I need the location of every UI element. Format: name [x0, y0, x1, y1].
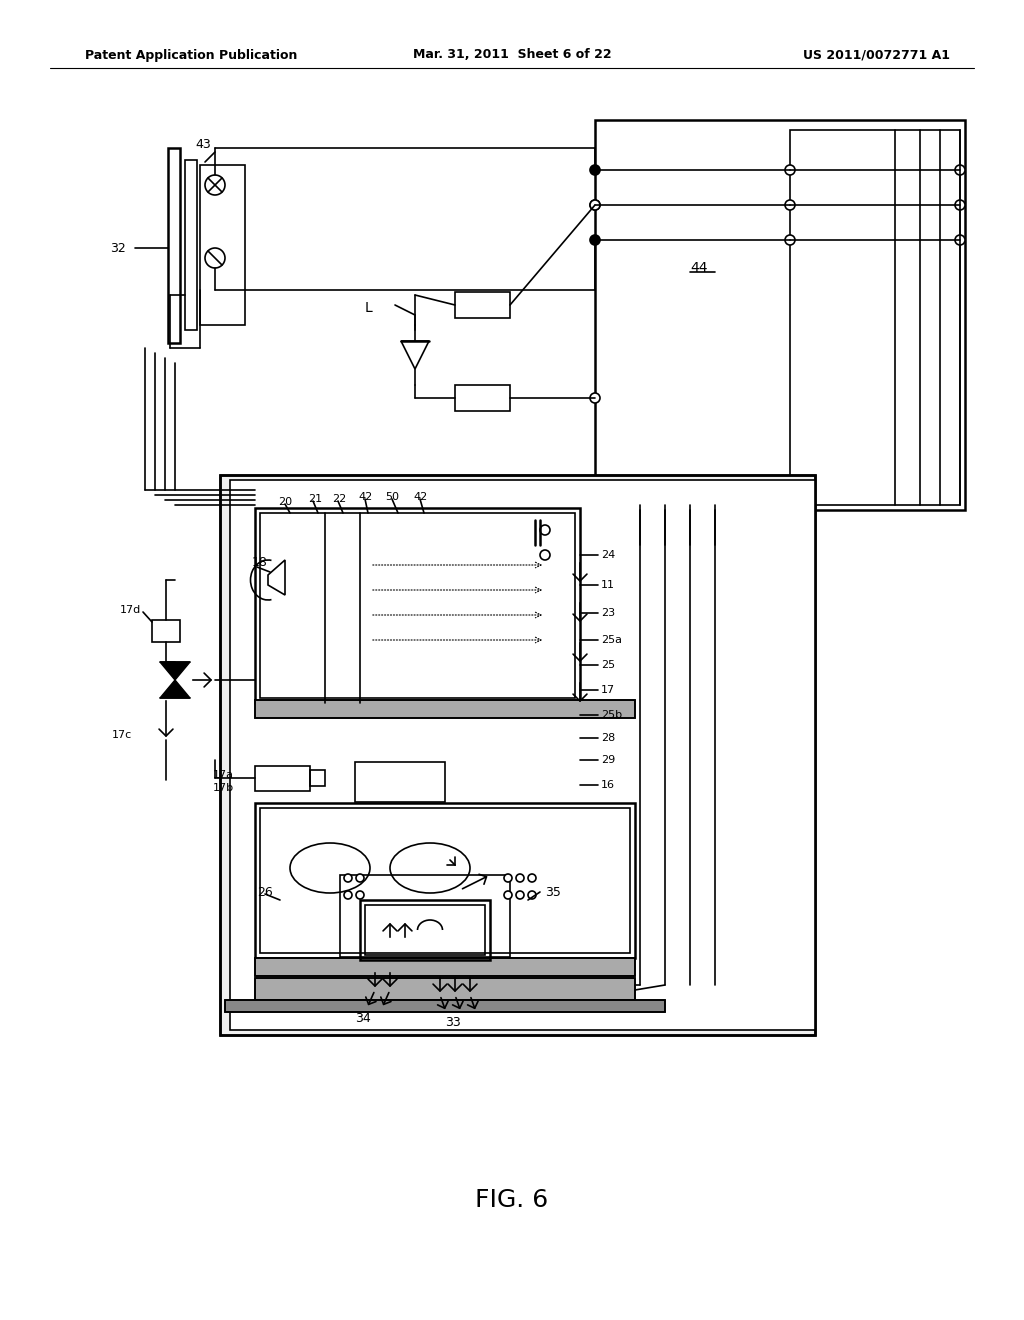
Circle shape	[635, 500, 645, 510]
Ellipse shape	[390, 843, 470, 894]
Circle shape	[955, 201, 965, 210]
Text: 18: 18	[252, 557, 268, 569]
Text: 23: 23	[601, 609, 615, 618]
Text: 24: 24	[601, 550, 615, 560]
Text: 44: 44	[690, 261, 708, 275]
Bar	[168, 148, 180, 343]
Text: 32: 32	[110, 242, 126, 255]
Bar	[255, 700, 635, 718]
Ellipse shape	[290, 843, 370, 894]
Bar	[255, 978, 635, 1001]
Circle shape	[356, 874, 364, 882]
Circle shape	[344, 891, 352, 899]
Circle shape	[504, 874, 512, 882]
Bar	[340, 875, 510, 957]
Bar	[260, 808, 630, 953]
Bar	[220, 475, 815, 1035]
Bar	[310, 770, 325, 785]
Bar	[255, 958, 635, 975]
Bar	[255, 700, 635, 718]
Text: 25a: 25a	[601, 635, 622, 645]
Bar	[200, 165, 245, 325]
Polygon shape	[160, 663, 190, 680]
Circle shape	[590, 235, 600, 246]
Text: US 2011/0072771 A1: US 2011/0072771 A1	[803, 49, 950, 62]
Circle shape	[516, 874, 524, 882]
Circle shape	[504, 891, 512, 899]
Circle shape	[356, 891, 364, 899]
Circle shape	[540, 525, 550, 535]
Bar	[355, 762, 445, 803]
Text: 34: 34	[355, 1011, 371, 1024]
Text: 42: 42	[413, 492, 427, 502]
Text: 22: 22	[332, 494, 346, 504]
Text: 33: 33	[445, 1015, 461, 1028]
Text: L: L	[365, 301, 373, 315]
Bar	[260, 513, 575, 698]
Circle shape	[710, 500, 720, 510]
Bar	[220, 475, 815, 1035]
Bar	[455, 385, 510, 411]
Text: Patent Application Publication: Patent Application Publication	[85, 49, 297, 62]
Circle shape	[540, 550, 550, 560]
Circle shape	[785, 201, 795, 210]
Polygon shape	[401, 341, 429, 370]
Bar	[790, 129, 961, 506]
Circle shape	[660, 500, 670, 510]
Text: 43: 43	[195, 139, 211, 152]
Bar	[255, 978, 635, 1001]
Text: 17c: 17c	[112, 730, 132, 741]
Bar	[230, 480, 815, 1030]
Circle shape	[516, 891, 524, 899]
Text: 50: 50	[385, 492, 399, 502]
Circle shape	[528, 874, 536, 882]
Circle shape	[205, 248, 225, 268]
Bar	[255, 958, 635, 975]
Circle shape	[955, 235, 965, 246]
Text: 26: 26	[257, 886, 272, 899]
Text: 17d: 17d	[120, 605, 141, 615]
Bar	[225, 1001, 665, 1012]
Text: 17a: 17a	[213, 770, 234, 780]
Text: 42: 42	[358, 492, 373, 502]
Circle shape	[785, 165, 795, 176]
Circle shape	[955, 165, 965, 176]
Text: FIG. 6: FIG. 6	[475, 1188, 549, 1212]
Circle shape	[590, 165, 600, 176]
Text: 16: 16	[601, 780, 615, 789]
Text: 28: 28	[601, 733, 615, 743]
Bar	[360, 900, 490, 960]
Circle shape	[590, 201, 600, 210]
Bar	[455, 292, 510, 318]
Text: Mar. 31, 2011  Sheet 6 of 22: Mar. 31, 2011 Sheet 6 of 22	[413, 49, 611, 62]
Circle shape	[590, 393, 600, 403]
Circle shape	[785, 235, 795, 246]
Bar	[595, 120, 965, 510]
Circle shape	[590, 201, 600, 210]
Polygon shape	[268, 560, 285, 595]
Text: 20: 20	[278, 498, 292, 507]
Text: 29: 29	[601, 755, 615, 766]
Bar	[185, 160, 197, 330]
Text: 11: 11	[601, 579, 615, 590]
Bar	[255, 508, 580, 704]
Bar	[225, 1001, 665, 1012]
Text: 25: 25	[601, 660, 615, 671]
Text: 17b: 17b	[213, 783, 234, 793]
Bar	[365, 906, 485, 954]
Bar	[255, 766, 310, 791]
Circle shape	[205, 176, 225, 195]
Polygon shape	[160, 680, 190, 698]
Circle shape	[528, 891, 536, 899]
Bar	[152, 620, 180, 642]
Bar	[255, 803, 635, 958]
Text: 21: 21	[308, 494, 323, 504]
Text: 17: 17	[601, 685, 615, 696]
Text: 25b: 25b	[601, 710, 623, 719]
Circle shape	[685, 500, 695, 510]
Circle shape	[344, 874, 352, 882]
Text: 35: 35	[545, 886, 561, 899]
